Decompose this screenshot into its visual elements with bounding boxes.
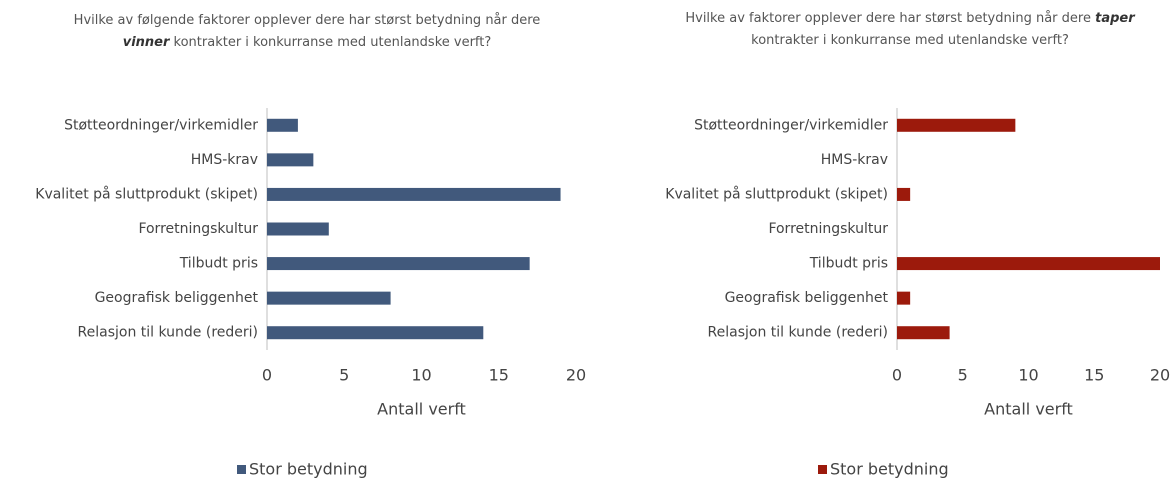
title-part: vinner <box>122 35 170 50</box>
legend-label: Stor betydning <box>249 460 368 479</box>
x-tick-label: 5 <box>339 366 349 385</box>
x-axis-title: Antall verft <box>377 400 466 419</box>
title-part: kontrakter i konkurranse med utenlandske… <box>169 35 492 50</box>
category-label: Kvalitet på sluttprodukt (skipet) <box>35 185 258 202</box>
chart-title: Hvilke av følgende faktorer opplever der… <box>72 10 542 54</box>
category-label: Støtteordninger/virkemidler <box>64 117 258 133</box>
bar <box>267 118 298 132</box>
x-tick-label: 20 <box>566 366 586 385</box>
title-part: taper <box>1095 11 1135 26</box>
category-label: Geografisk beliggenhet <box>725 290 889 306</box>
chart-title: Hvilke av faktorer opplever dere har stø… <box>675 8 1145 52</box>
bar <box>897 326 950 340</box>
category-label: Tilbudt pris <box>179 256 258 272</box>
title-part: Hvilke av faktorer opplever dere har stø… <box>685 11 1096 26</box>
category-label: Relasjon til kunde (rederi) <box>78 325 258 341</box>
category-label: Kvalitet på sluttprodukt (skipet) <box>665 185 888 202</box>
x-tick-label: 10 <box>1018 366 1038 385</box>
category-label: HMS-krav <box>191 152 258 168</box>
category-label: Tilbudt pris <box>809 256 888 272</box>
title-part: Hvilke av følgende faktorer opplever der… <box>73 13 541 28</box>
category-label: Forretningskultur <box>768 221 888 237</box>
x-tick-label: 15 <box>489 366 509 385</box>
legend-swatch <box>818 465 827 474</box>
x-tick-label: 10 <box>411 366 431 385</box>
bar <box>897 187 911 201</box>
legend-label: Stor betydning <box>830 460 949 479</box>
x-tick-label: 0 <box>892 366 902 385</box>
x-tick-label: 20 <box>1150 366 1170 385</box>
title-part: kontrakter i konkurranse med utenlandske… <box>751 33 1069 48</box>
category-label: Støtteordninger/virkemidler <box>694 117 888 133</box>
category-label: Forretningskultur <box>138 221 258 237</box>
bar <box>897 118 1016 132</box>
bar <box>267 187 561 201</box>
bar <box>267 222 329 236</box>
x-tick-label: 0 <box>262 366 272 385</box>
category-label: Relasjon til kunde (rederi) <box>708 325 888 341</box>
category-label: Geografisk beliggenhet <box>95 290 259 306</box>
x-tick-label: 5 <box>958 366 968 385</box>
x-axis-title: Antall verft <box>984 400 1073 419</box>
bar <box>267 257 530 271</box>
bar <box>267 291 391 305</box>
bar <box>897 291 911 305</box>
bar <box>897 257 1160 271</box>
legend-swatch <box>237 465 246 474</box>
bar <box>267 153 314 167</box>
category-label: HMS-krav <box>821 152 888 168</box>
x-tick-label: 15 <box>1084 366 1104 385</box>
bar <box>267 326 484 340</box>
